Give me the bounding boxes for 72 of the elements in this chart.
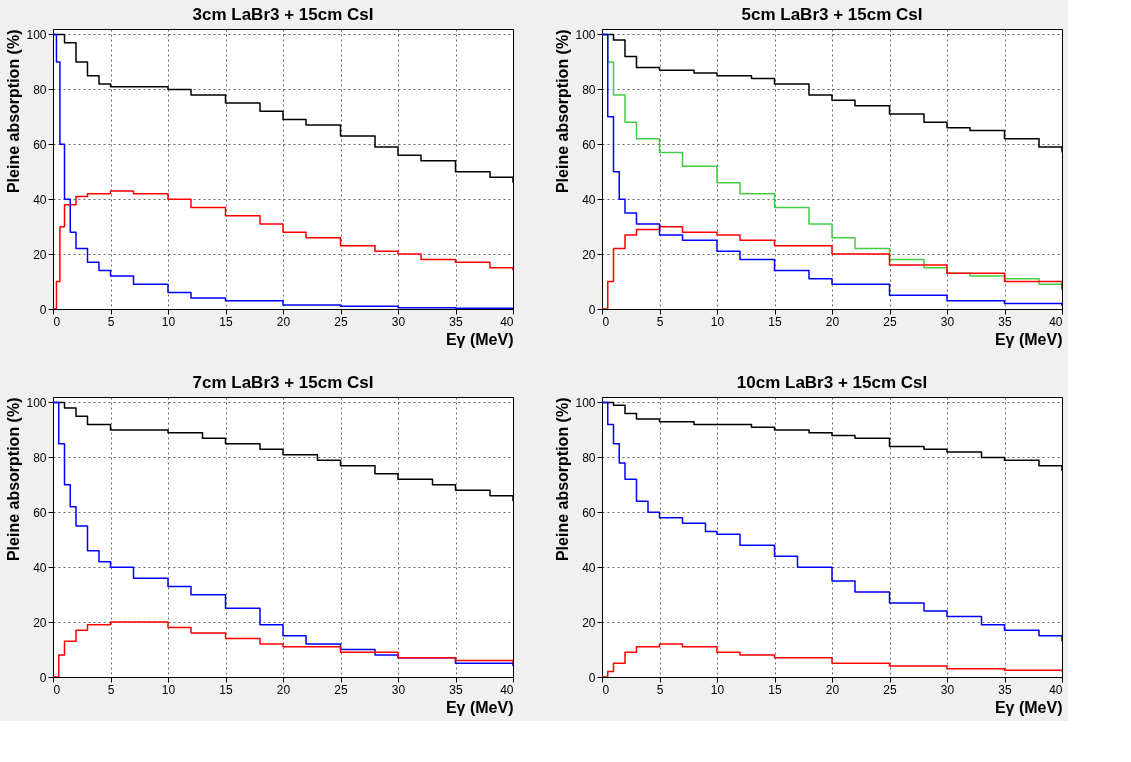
x-tick-label: 25	[883, 682, 897, 697]
y-tick-label: 80	[33, 82, 47, 97]
x-tick-label: 35	[998, 682, 1012, 697]
y-tick-label: 100	[575, 27, 596, 42]
y-tick-label: 60	[33, 505, 47, 520]
x-tick-label: 0	[602, 682, 610, 697]
x-tick-label: 30	[391, 314, 406, 329]
x-tick-label: 35	[449, 314, 463, 329]
x-tick-label: 25	[883, 314, 897, 329]
x-tick-label: 40	[1049, 314, 1063, 329]
x-axis-title: Eγ (MeV)	[445, 330, 514, 348]
y-tick-label: 80	[582, 450, 596, 465]
chart-title: 7cm LaBr3 + 15cm CsI	[192, 373, 374, 393]
x-tick-label: 10	[710, 682, 725, 697]
x-tick-label: 0	[602, 314, 610, 329]
x-tick-label: 15	[219, 314, 233, 329]
y-tick-label: 100	[26, 27, 47, 42]
y-tick-label: 40	[33, 560, 47, 575]
y-axis-title: Pleine absorption (%)	[5, 397, 23, 562]
chart-title: 3cm LaBr3 + 15cm CsI	[192, 5, 374, 25]
y-tick-label: 60	[33, 137, 47, 152]
y-tick-label: 40	[582, 192, 596, 207]
y-tick-label: 60	[582, 137, 596, 152]
x-tick-label: 35	[449, 682, 463, 697]
x-tick-label: 5	[656, 314, 664, 329]
y-tick-label: 20	[582, 247, 596, 262]
y-tick-label: 0	[39, 670, 47, 685]
y-tick-label: 20	[582, 615, 596, 630]
x-tick-label: 20	[276, 682, 291, 697]
x-axis-title: Eγ (MeV)	[445, 698, 514, 716]
x-tick-label: 0	[53, 682, 61, 697]
x-tick-label: 5	[107, 314, 115, 329]
y-tick-label: 20	[33, 615, 47, 630]
y-tick-label: 100	[26, 395, 47, 410]
x-tick-label: 10	[161, 682, 176, 697]
x-axis-title: Eγ (MeV)	[994, 698, 1063, 716]
x-tick-label: 30	[940, 682, 955, 697]
y-axis-title: Pleine absorption (%)	[5, 29, 23, 194]
x-tick-label: 15	[219, 682, 233, 697]
y-axis-title: Pleine absorption (%)	[554, 29, 572, 194]
y-axis-title: Pleine absorption (%)	[554, 397, 572, 562]
x-tick-label: 0	[53, 314, 61, 329]
y-tick-label: 40	[33, 192, 47, 207]
x-tick-label: 30	[391, 682, 406, 697]
y-tick-label: 20	[33, 247, 47, 262]
x-tick-label: 20	[276, 314, 291, 329]
x-tick-label: 10	[710, 314, 725, 329]
x-tick-label: 10	[161, 314, 176, 329]
y-tick-label: 80	[582, 82, 596, 97]
x-tick-label: 20	[825, 314, 840, 329]
y-tick-label: 0	[588, 302, 596, 317]
x-tick-label: 25	[334, 314, 348, 329]
y-tick-label: 0	[39, 302, 47, 317]
x-tick-label: 20	[825, 682, 840, 697]
y-tick-label: 40	[582, 560, 596, 575]
x-tick-label: 15	[768, 314, 782, 329]
x-tick-label: 40	[500, 682, 514, 697]
y-tick-label: 80	[33, 450, 47, 465]
y-tick-label: 0	[588, 670, 596, 685]
y-tick-label: 100	[575, 395, 596, 410]
x-axis-title: Eγ (MeV)	[994, 330, 1063, 348]
x-tick-label: 40	[500, 314, 514, 329]
x-tick-label: 15	[768, 682, 782, 697]
chart-title: 5cm LaBr3 + 15cm CsI	[741, 5, 923, 25]
x-tick-label: 5	[656, 682, 664, 697]
x-tick-label: 25	[334, 682, 348, 697]
y-tick-label: 60	[582, 505, 596, 520]
chart-title: 10cm LaBr3 + 15cm CsI	[736, 373, 928, 393]
x-tick-label: 40	[1049, 682, 1063, 697]
x-tick-label: 35	[998, 314, 1012, 329]
x-tick-label: 5	[107, 682, 115, 697]
x-tick-label: 30	[940, 314, 955, 329]
